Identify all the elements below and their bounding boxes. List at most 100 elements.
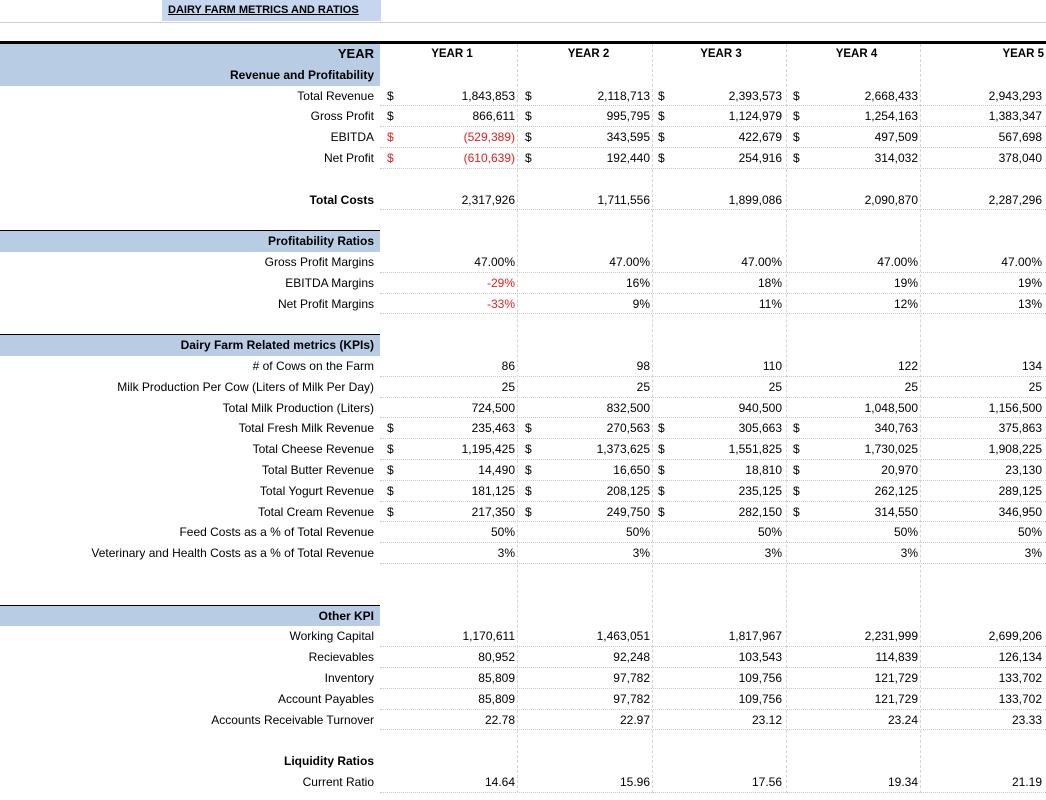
cell-value[interactable]: 23.33 <box>1011 712 1042 727</box>
cell-value[interactable]: 192,440 <box>606 150 650 165</box>
cell-value[interactable]: 47.00% <box>1001 254 1042 269</box>
cell-value[interactable]: 15.96 <box>619 774 650 789</box>
cell-value[interactable]: 289,125 <box>998 483 1042 498</box>
cell-value[interactable]: 1,373,625 <box>596 442 650 457</box>
cell-value[interactable]: 314,550 <box>874 504 918 519</box>
cell-value[interactable]: 18% <box>757 275 782 290</box>
cell-value[interactable]: 995,795 <box>606 109 650 124</box>
cell-value[interactable]: 497,509 <box>874 130 918 145</box>
cell-value[interactable]: 98 <box>636 358 650 373</box>
cell-value[interactable]: 23.24 <box>887 712 918 727</box>
cell-value[interactable]: 25 <box>636 379 650 394</box>
cell-value[interactable]: 50% <box>893 525 918 540</box>
cell-value[interactable]: 1,156,500 <box>988 400 1042 415</box>
cell-value[interactable]: 16,650 <box>613 462 650 477</box>
cell-value[interactable]: 21.19 <box>1011 774 1042 789</box>
cell-value[interactable]: 3% <box>1024 546 1042 561</box>
cell-value[interactable]: 1,843,853 <box>461 88 515 103</box>
year-header-5[interactable]: YEAR 5 <box>1002 48 1044 60</box>
cell-value[interactable]: 343,595 <box>606 130 650 145</box>
cell-value[interactable]: 85,809 <box>478 670 515 685</box>
cell-value[interactable]: 19.34 <box>887 774 918 789</box>
cell-value[interactable]: (610,639) <box>463 150 515 165</box>
cell-value[interactable]: 1,383,347 <box>988 109 1042 124</box>
cell-value[interactable]: 832,500 <box>606 400 650 415</box>
cell-value[interactable]: 86 <box>501 358 515 373</box>
cell-value[interactable]: 109,756 <box>738 670 782 685</box>
cell-value[interactable]: 47.00% <box>877 254 918 269</box>
cell-value[interactable]: (529,389) <box>463 130 515 145</box>
cell-value[interactable]: 122 <box>897 358 918 373</box>
cell-value[interactable]: 1,551,825 <box>728 442 782 457</box>
cell-value[interactable]: 1,711,556 <box>597 192 651 207</box>
cell-value[interactable]: 2,699,206 <box>988 629 1042 644</box>
cell-value[interactable]: 3% <box>497 546 515 561</box>
cell-value[interactable]: 133,702 <box>998 670 1042 685</box>
cell-value[interactable]: 270,563 <box>606 421 650 436</box>
cell-value[interactable]: 1,730,025 <box>864 442 918 457</box>
cell-value[interactable]: 1,170,611 <box>462 629 516 644</box>
cell-value[interactable]: 1,463,051 <box>596 629 650 644</box>
cell-value[interactable]: 80,952 <box>478 650 515 665</box>
cell-value[interactable]: 25 <box>1028 379 1042 394</box>
cell-value[interactable]: 16% <box>625 275 650 290</box>
cell-value[interactable]: 249,750 <box>606 504 650 519</box>
cell-value[interactable]: 18,810 <box>745 462 782 477</box>
cell-value[interactable]: 217,350 <box>471 504 515 519</box>
cell-value[interactable]: 103,543 <box>738 650 782 665</box>
cell-value[interactable]: 3% <box>900 546 918 561</box>
cell-value[interactable]: 282,150 <box>738 504 782 519</box>
cell-value[interactable]: 20,970 <box>881 462 918 477</box>
cell-value[interactable]: 1,908,225 <box>988 442 1042 457</box>
cell-value[interactable]: 13% <box>1017 296 1042 311</box>
cell-value[interactable]: 3% <box>632 546 650 561</box>
cell-value[interactable]: 92,248 <box>613 650 650 665</box>
cell-value[interactable]: 17.56 <box>751 774 782 789</box>
cell-value[interactable]: 14.64 <box>484 774 515 789</box>
cell-value[interactable]: 134 <box>1021 358 1042 373</box>
cell-value[interactable]: 50% <box>1017 525 1042 540</box>
cell-value[interactable]: 97,782 <box>613 691 650 706</box>
cell-value[interactable]: 2,668,433 <box>864 88 918 103</box>
year-header-2[interactable]: YEAR 2 <box>567 48 610 60</box>
cell-value[interactable]: 1,254,163 <box>864 109 918 124</box>
cell-value[interactable]: 2,393,573 <box>728 88 782 103</box>
cell-value[interactable]: 208,125 <box>606 483 650 498</box>
cell-value[interactable]: 1,899,086 <box>728 192 782 207</box>
cell-value[interactable]: 235,463 <box>471 421 515 436</box>
cell-value[interactable]: 25 <box>768 379 782 394</box>
cell-value[interactable]: 85,809 <box>478 691 515 706</box>
cell-value[interactable]: 47.00% <box>741 254 782 269</box>
cell-value[interactable]: 305,663 <box>738 421 782 436</box>
cell-value[interactable]: -33% <box>486 296 515 311</box>
cell-value[interactable]: 3% <box>764 546 782 561</box>
cell-value[interactable]: 121,729 <box>874 670 918 685</box>
cell-value[interactable]: 340,763 <box>874 421 918 436</box>
cell-value[interactable]: 1,048,500 <box>864 400 918 415</box>
cell-value[interactable]: 2,090,870 <box>864 192 918 207</box>
cell-value[interactable]: 314,032 <box>874 150 918 165</box>
cell-value[interactable]: 23,130 <box>1005 462 1042 477</box>
cell-value[interactable]: 2,317,926 <box>461 192 515 207</box>
cell-value[interactable]: 11% <box>758 296 782 311</box>
cell-value[interactable]: 422,679 <box>738 130 782 145</box>
cell-value[interactable]: 14,490 <box>478 462 515 477</box>
cell-value[interactable]: 346,950 <box>998 504 1042 519</box>
cell-value[interactable]: 940,500 <box>738 400 782 415</box>
cell-value[interactable]: 866,611 <box>472 109 516 124</box>
cell-value[interactable]: 114,839 <box>875 650 919 665</box>
cell-value[interactable]: 133,702 <box>998 691 1042 706</box>
cell-value[interactable]: 2,231,999 <box>864 629 918 644</box>
cell-value[interactable]: 97,782 <box>613 670 650 685</box>
cell-value[interactable]: 47.00% <box>609 254 650 269</box>
cell-value[interactable]: 23.12 <box>751 712 782 727</box>
cell-value[interactable]: 50% <box>490 525 515 540</box>
cell-value[interactable]: -29% <box>486 275 515 290</box>
cell-value[interactable]: 724,500 <box>471 400 515 415</box>
cell-value[interactable]: 121,729 <box>874 691 918 706</box>
year-header-4[interactable]: YEAR 4 <box>835 48 878 60</box>
cell-value[interactable]: 262,125 <box>874 483 918 498</box>
cell-value[interactable]: 50% <box>625 525 650 540</box>
year-header-1[interactable]: YEAR 1 <box>431 48 473 60</box>
cell-value[interactable]: 22.97 <box>619 712 650 727</box>
